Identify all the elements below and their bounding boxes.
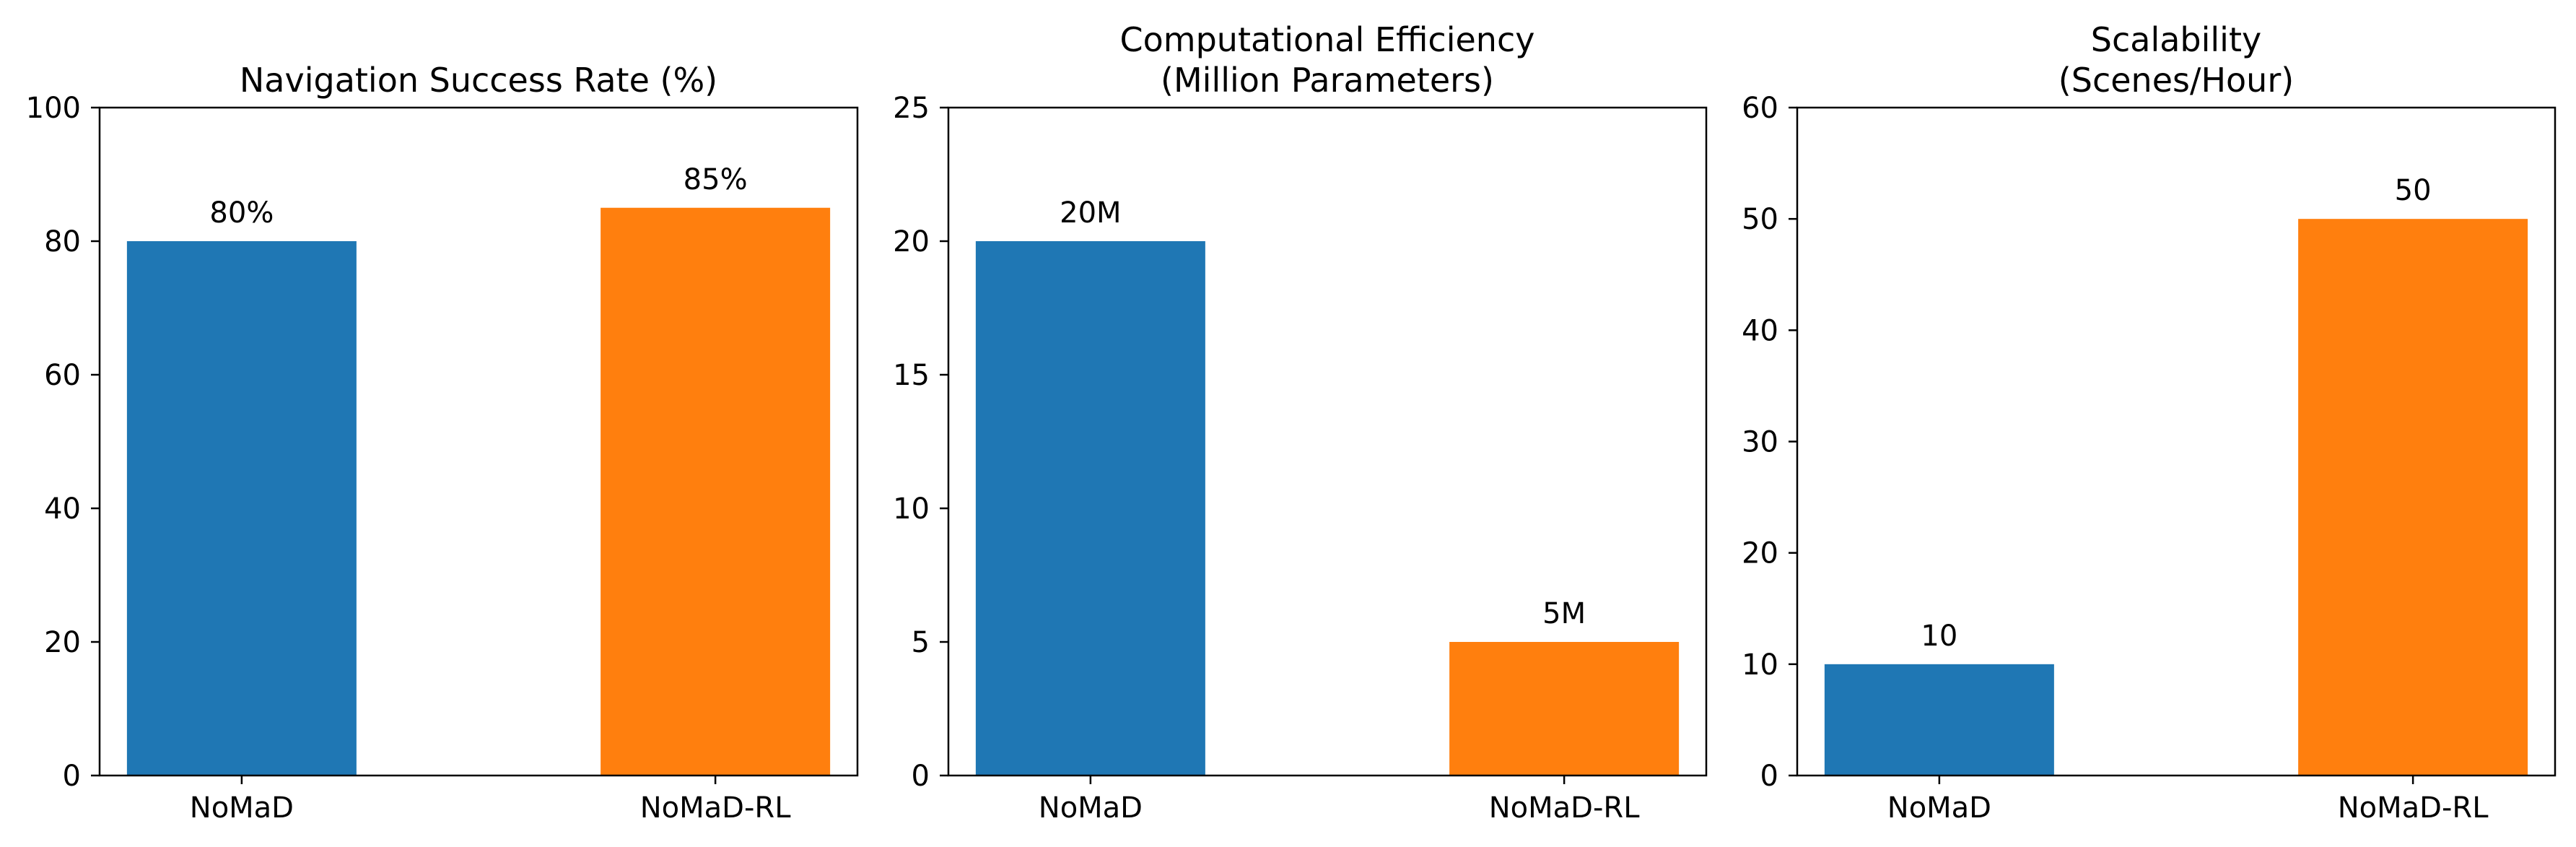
- y-tick-label: 0: [63, 760, 81, 793]
- y-tick-label: 20: [1742, 537, 1778, 570]
- chart-title-line: Navigation Success Rate (%): [240, 61, 717, 100]
- y-tick-label: 10: [893, 492, 930, 526]
- y-tick-label: 80: [44, 225, 81, 259]
- x-tick-label: NoMaD-RL: [1489, 791, 1640, 825]
- chart-panel-3: Scalability(Scenes/Hour) 10 NoMaD 50 NoMaD-R…: [1742, 20, 2557, 825]
- y-tick-label: 20: [44, 626, 81, 659]
- bar-nomad: [975, 241, 1205, 776]
- x-tick-label: NoMaD: [1039, 791, 1143, 825]
- bar-value-label: 20M: [1060, 196, 1121, 230]
- x-tick-label: NoMaD: [190, 791, 294, 825]
- y-tick-label: 0: [1760, 760, 1778, 793]
- x-tick-label: NoMaD-RL: [640, 791, 791, 825]
- chart-title-line: (Million Parameters): [1161, 61, 1494, 100]
- y-tick-label: 30: [1742, 426, 1778, 459]
- y-tick-label: 100: [26, 92, 81, 125]
- bar-nomad-rl: [601, 207, 831, 776]
- y-tick-label: 0: [912, 760, 930, 793]
- y-tick-label: 40: [1742, 314, 1778, 347]
- y-tick-label: 60: [44, 359, 81, 392]
- y-tick-label: 60: [1742, 92, 1778, 125]
- chart-title-line: (Scenes/Hour): [2058, 61, 2294, 100]
- x-tick-label: NoMaD-RL: [2338, 791, 2489, 825]
- bar-value-label: 80%: [209, 196, 274, 230]
- chart-title-line: Scalability: [2091, 20, 2261, 59]
- plot-frame: [947, 106, 1708, 777]
- x-tick-label: NoMaD: [1887, 791, 1991, 825]
- y-tick-label: 40: [44, 492, 81, 526]
- y-tick-label: 50: [1742, 203, 1778, 236]
- chart-panel-1: Navigation Success Rate (%) 80% NoMaD 85% No…: [26, 61, 859, 825]
- chart-title-line: Computational Efficiency: [1120, 20, 1535, 59]
- bar-nomad-rl: [2298, 219, 2528, 776]
- chart-panel-2: Computational Efficiency(Million Paramet…: [893, 20, 1708, 825]
- plot-frame: [98, 106, 859, 777]
- y-tick-label: 5: [912, 626, 930, 659]
- bar-nomad: [1824, 664, 2054, 776]
- plot-frame: [1796, 106, 2557, 777]
- y-tick-label: 10: [1742, 648, 1778, 682]
- bar-nomad-rl: [1449, 642, 1680, 776]
- bar-nomad: [126, 241, 357, 776]
- bar-value-label: 5M: [1542, 597, 1586, 630]
- y-tick-label: 15: [893, 359, 930, 392]
- bar-value-label: 85%: [684, 163, 748, 196]
- bar-value-label: 10: [1921, 620, 1957, 653]
- bar-value-label: 50: [2395, 174, 2432, 207]
- y-tick-label: 25: [893, 92, 930, 125]
- y-tick-label: 20: [893, 225, 930, 259]
